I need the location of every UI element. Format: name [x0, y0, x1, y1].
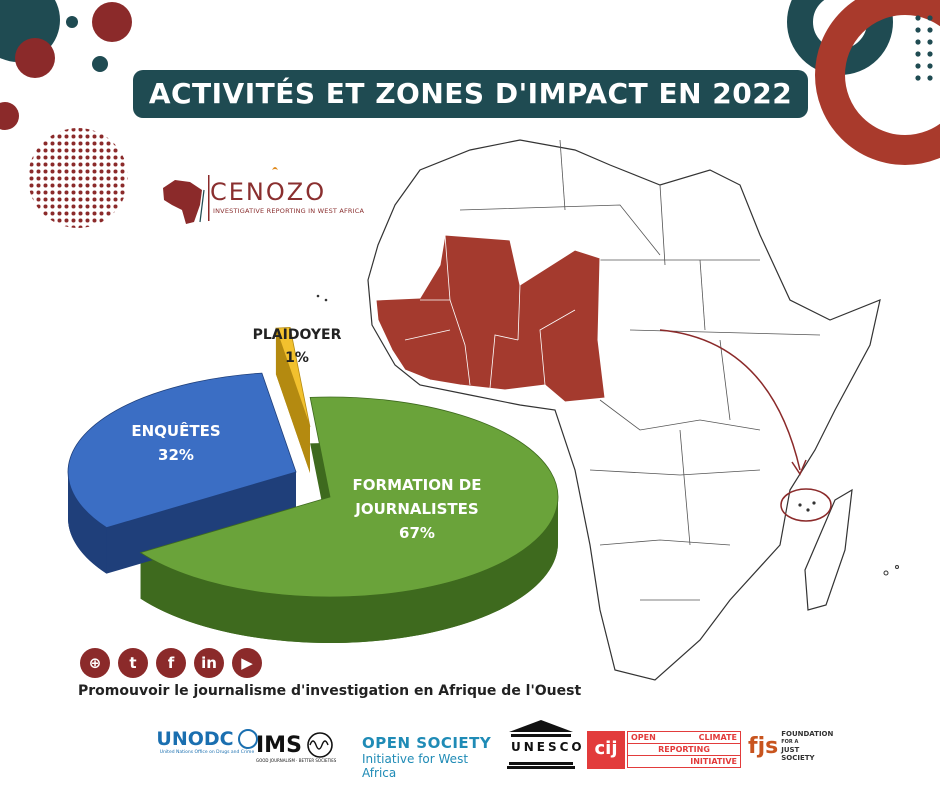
ocri-reporting: REPORTING	[628, 744, 740, 756]
deco-dot-pattern	[28, 128, 128, 228]
ocri-initiative: INITIATIVE	[690, 757, 737, 766]
comoros-arrow	[659, 329, 801, 471]
unesco-temple-icon	[507, 720, 575, 769]
ims-subtitle: GOOD JOURNALISM · BETTER SOCIETIES	[256, 758, 337, 763]
linkedin-icon[interactable]: in	[194, 648, 224, 678]
page-title: ACTIVITÉS ET ZONES D'IMPACT EN 2022	[133, 70, 808, 118]
fjs-line2: FOR A	[781, 739, 799, 745]
pie-slice-edge-2	[275, 328, 310, 473]
fjs-line1: FOUNDATION	[781, 730, 834, 738]
partner-fjs: fjs FOUNDATION FOR A JUST SOCIETY	[748, 730, 833, 762]
partner-ocri: OPEN CLIMATE REPORTING INITIATIVE	[627, 731, 741, 768]
pie-category-label-0: JOURNALISTES	[354, 500, 478, 518]
africa-map	[316, 139, 899, 681]
youtube-icon[interactable]: ▶	[232, 648, 262, 678]
logo-tagline: INVESTIGATIVE REPORTING IN WEST AFRICA	[213, 207, 365, 215]
un-emblem-icon	[237, 729, 258, 749]
fjs-line3: JUST	[781, 746, 800, 754]
ims-name: IMS	[256, 732, 302, 758]
osiwa-subtitle: Initiative for West Africa	[362, 752, 469, 780]
west-africa-highlight	[375, 234, 606, 403]
pie-slice-2	[275, 326, 311, 428]
pie-slice-wall-1	[68, 472, 107, 574]
partner-unesco: UNESCO	[505, 718, 585, 774]
social-links: ⊕ t f in ▶	[80, 648, 262, 678]
pie-slice-1	[67, 372, 297, 529]
facebook-icon[interactable]: f	[156, 648, 186, 678]
unesco-name: UNESCO	[511, 740, 585, 754]
partner-osiwa: OPEN SOCIETY Initiative for West Africa	[362, 734, 502, 780]
pie-value-label-0: 67%	[399, 524, 435, 542]
cenozo-logo-mark	[163, 167, 278, 224]
comoros-circle	[780, 488, 832, 522]
madagascar	[804, 488, 853, 611]
globe-icon[interactable]: ⊕	[80, 648, 110, 678]
twitter-icon[interactable]: t	[118, 648, 148, 678]
deco-ring-red	[815, 0, 940, 165]
unodc-subtitle: United Nations Office on Drugs and Crime	[159, 750, 255, 755]
fjs-name: fjs	[748, 733, 779, 759]
pie-category-label-1: ENQUÊTES	[131, 421, 220, 440]
fjs-line4: SOCIETY	[781, 754, 815, 762]
deco-circle-red	[92, 2, 132, 42]
country-borders	[459, 139, 821, 601]
deco-dot-grid	[915, 15, 933, 81]
pie-value-label-2: 1%	[285, 350, 309, 366]
osiwa-name: OPEN SOCIETY	[362, 734, 492, 752]
pie-value-label-1: 32%	[158, 446, 194, 464]
pie-slice-wall-0	[140, 497, 559, 643]
unodc-name: UNODC	[156, 728, 234, 750]
ocri-climate: CLIMATE	[698, 733, 737, 742]
logo-name: CENOZO	[210, 178, 327, 206]
partner-ims: IMS GOOD JOURNALISM · BETTER SOCIETIES	[256, 732, 352, 763]
ocri-open: OPEN	[631, 733, 656, 742]
partner-cij: cij	[587, 731, 625, 769]
ims-wave-icon	[307, 732, 333, 758]
pie-category-label-0: FORMATION DE	[353, 476, 482, 494]
pie-slice-0	[139, 396, 559, 598]
tagline: Promouvoir le journalisme d'investigatio…	[78, 683, 582, 699]
pie-category-label-2: PLAIDOYER	[253, 327, 342, 343]
partner-unodc: UNODC United Nations Office on Drugs and…	[148, 728, 266, 755]
